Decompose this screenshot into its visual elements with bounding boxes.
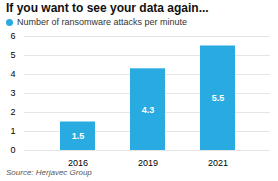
svg-text:2021: 2021	[208, 158, 228, 168]
svg-text:6: 6	[10, 31, 15, 41]
svg-text:1: 1	[10, 126, 15, 136]
html-text:If you want to see your data a: If you want to see your data again...	[6, 1, 209, 15]
svg-text:4: 4	[10, 69, 15, 79]
svg-text:0: 0	[10, 145, 15, 155]
html-text:Source: Herjavec Group: Source: Herjavec Group	[6, 168, 92, 177]
svg-text:4.3: 4.3	[142, 105, 155, 115]
svg-text:2019: 2019	[138, 158, 158, 168]
svg-text:5: 5	[10, 50, 15, 60]
html-text:Number of ransomware attacks p: Number of ransomware attacks per minute	[17, 17, 188, 27]
svg-text:5.5: 5.5	[212, 93, 225, 103]
svg-text:2: 2	[10, 107, 15, 117]
svg-text:2016: 2016	[68, 158, 88, 168]
svg-text:1.5: 1.5	[72, 131, 85, 141]
svg-text:3: 3	[10, 88, 15, 98]
